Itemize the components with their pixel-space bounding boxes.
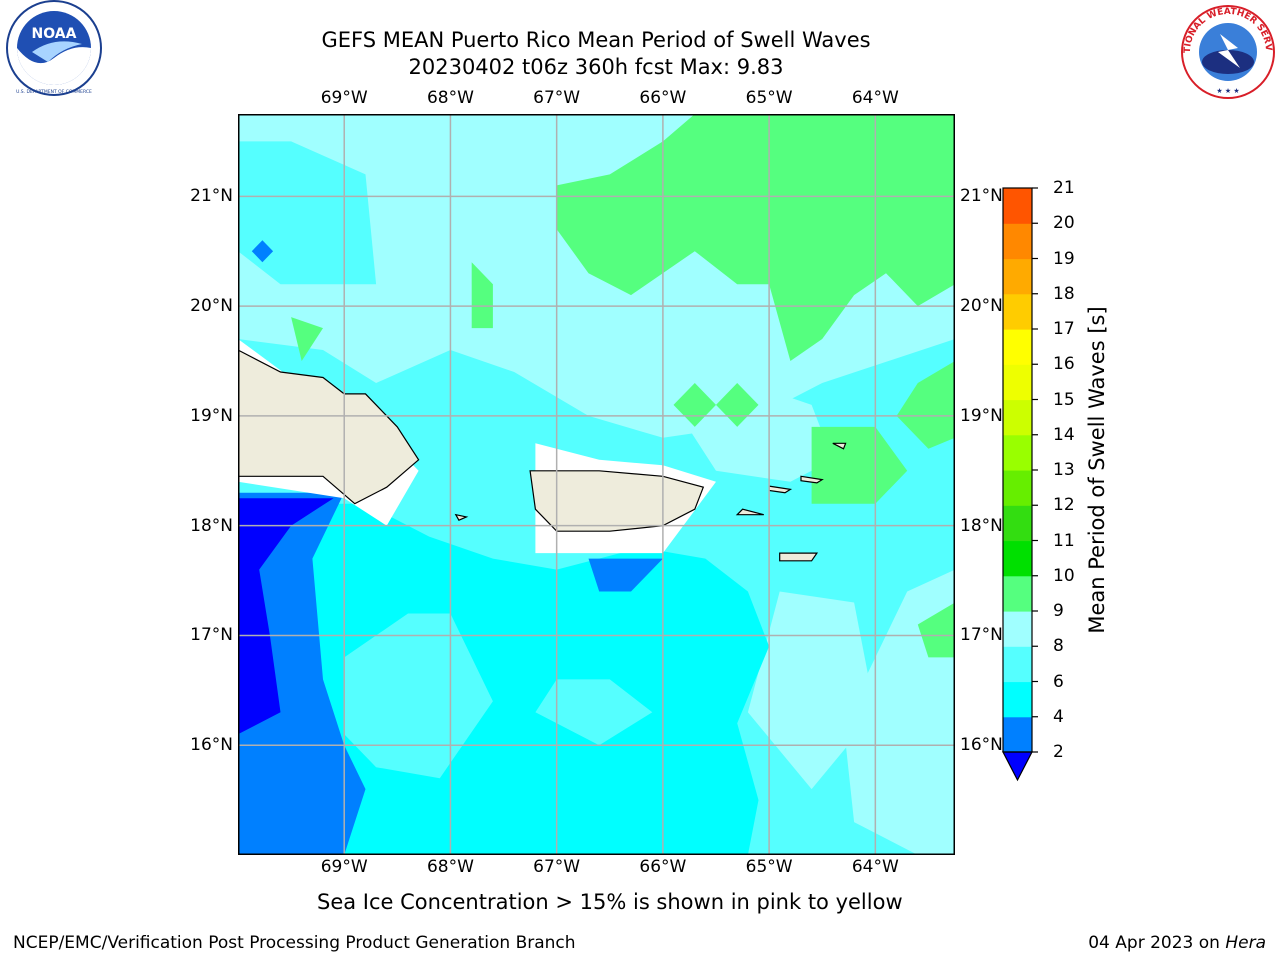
plot-frame [238,114,955,855]
colorbar-tick-label: 17 [1053,319,1075,339]
swell-band-8-9 [747,591,876,790]
lat-label-right: 20°N [960,296,1003,317]
colorbar-tick-label: 10 [1053,565,1075,586]
swell-band-9-10 [917,602,955,658]
swell-band-9-10 [291,317,323,361]
map-plot [238,114,955,855]
swell-band-6-8 [344,613,493,779]
swell-band-8-9 [673,383,833,482]
lat-label-right: 16°N [960,735,1003,756]
lat-label-left: 16°N [190,735,233,756]
colorbar-under-arrow [1002,751,1033,782]
colorbar-segment [1003,223,1032,260]
land-anegada [832,442,847,450]
swell-band-2-4 [588,558,663,592]
colorbar-label: Mean Period of Swell Waves [s] [1085,306,1109,634]
colorbar-tick-label: 19 [1053,248,1075,269]
land-st-croix [779,552,819,562]
colorbar-tick-label: 9 [1053,601,1064,621]
colorbar-segment [1003,681,1032,718]
swell-band-2-4 [238,492,366,855]
colorbar-tick-label: 16 [1053,354,1075,375]
lon-label-top: 67°W [533,88,581,108]
land-vieques [735,508,764,516]
swell-band-9-10 [556,114,955,361]
noaa-logo-text: NOAA [32,26,77,42]
colorbar-segment [1003,258,1032,295]
lat-label-right: 18°N [960,515,1003,536]
noaa-logo: NOAA U.S. DEPARTMENT OF COMMERCE [6,0,102,96]
land-mona [454,513,469,521]
colorbar-segment [1003,646,1032,683]
colorbar [1002,187,1038,782]
colorbar-tick-label: 11 [1053,530,1075,551]
lon-label-bottom: 68°W [426,857,474,877]
lon-label-top: 68°W [426,88,474,108]
colorbar-tick-label: 15 [1053,389,1075,410]
swell-band-6-8 [535,679,653,746]
lat-label-right: 21°N [960,186,1003,207]
colorbar-segment [1003,188,1032,224]
colorbar-tick-label: 12 [1053,495,1075,516]
colorbar-segment [1003,399,1032,436]
land-hispaniola [238,349,420,505]
swell-band-9-10 [471,262,493,329]
colorbar-segment [1003,434,1032,471]
svg-text:U.S. DEPARTMENT OF COMMERCE: U.S. DEPARTMENT OF COMMERCE [16,89,92,95]
colorbar-tick-label: 6 [1053,671,1064,692]
lon-label-bottom: 64°W [851,857,899,877]
lat-label-left: 21°N [190,186,233,207]
lon-label-top: 64°W [851,88,899,108]
chart-title: GEFS MEAN Puerto Rico Mean Period of Swe… [321,28,871,52]
footer-branch: NCEP/EMC/Verification Post Processing Pr… [13,933,576,953]
colorbar-tick-label: 14 [1053,424,1075,445]
colorbar-segment [1003,329,1032,365]
swell-band-2-4 [251,240,274,263]
swell-band-4-6 [238,503,770,855]
land-puerto-rico [529,470,705,532]
colorbar-tick-label: 13 [1053,460,1075,480]
lon-label-top: 66°W [639,88,687,108]
lat-label-left: 19°N [190,405,233,426]
footer-date: 04 Apr 2023 on Hera [1088,933,1266,953]
swell-band-6-8 [238,141,377,285]
colorbar-tick-label: 20 [1053,213,1075,234]
lon-label-bottom: 67°W [533,857,581,877]
colorbar-segment [1003,364,1032,401]
colorbar-tick-label: 2 [1053,742,1064,762]
colorbar-segment [1003,470,1032,506]
swell-band-8-9 [333,114,716,274]
footer-date-text: 04 Apr 2023 on [1088,933,1226,953]
lat-label-right: 17°N [960,625,1003,646]
colorbar-segment [1003,540,1032,577]
sea-ice-caption: Sea Ice Concentration > 15% is shown in … [317,890,903,914]
svg-text:★ ★ ★: ★ ★ ★ [1216,87,1239,95]
lat-label-left: 18°N [190,515,233,536]
lat-label-left: 20°N [190,296,233,317]
colorbar-segment [1003,611,1032,647]
swell-band-9-10 [811,426,908,504]
lat-label-left: 17°N [190,625,233,646]
lat-label-right: 19°N [960,405,1003,426]
swell-band-9-10 [896,361,955,449]
colorbar-segment [1003,716,1032,753]
lon-label-top: 69°W [320,88,368,108]
nws-logo: NATIONAL WEATHER SERVICE ★ ★ ★ [1178,0,1275,99]
colorbar-segment [1003,505,1032,542]
colorbar-tick-label: 8 [1053,636,1064,657]
swell-band-below-2 [238,498,334,735]
colorbar-tick-label: 4 [1053,706,1064,727]
colorbar-segment [1003,293,1032,330]
chart-subtitle: 20230402 t06z 360h fcst Max: 9.83 [408,55,784,79]
lon-label-bottom: 69°W [320,857,368,877]
footer-host: Hera [1225,933,1266,953]
colorbar-tick-label: 18 [1053,283,1075,304]
colorbar-tick-label: 21 [1053,178,1075,198]
lon-label-top: 65°W [745,88,793,108]
lon-label-bottom: 66°W [639,857,687,877]
colorbar-segment [1003,575,1032,612]
land-tortola [800,475,824,484]
lon-label-bottom: 65°W [745,857,793,877]
